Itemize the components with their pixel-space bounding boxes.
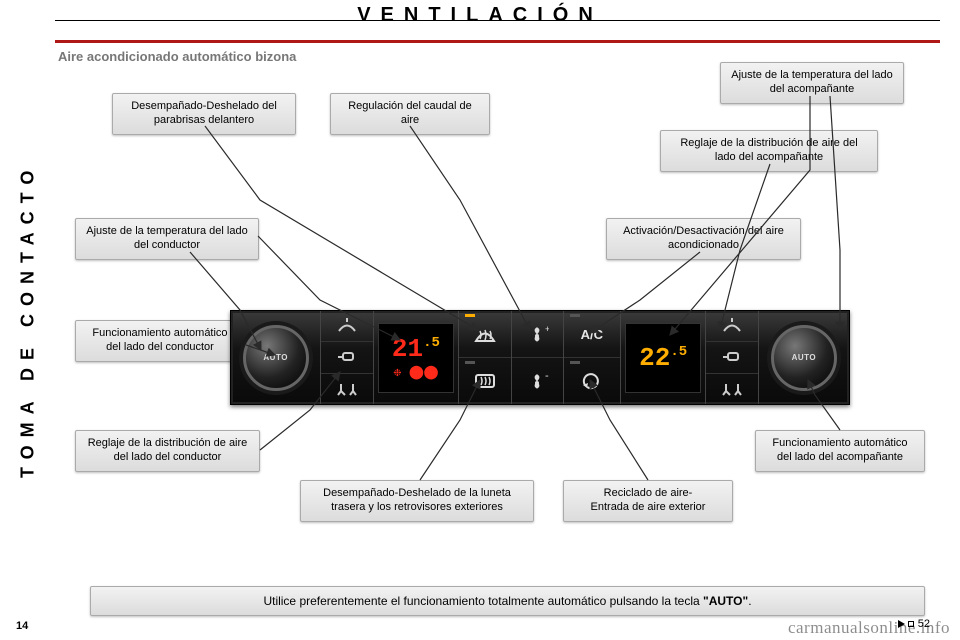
temp-pass-value: 22 <box>639 343 670 373</box>
display-driver: 21.5 ❉ ⬤⬤ <box>378 323 454 393</box>
svg-text:+: + <box>545 324 549 334</box>
label-auto-driver: Funcionamiento automático del lado del c… <box>75 320 245 362</box>
red-rule <box>55 40 940 43</box>
dist-pass-mid-btn[interactable] <box>706 341 757 372</box>
knob-driver-seg: AUTO <box>231 311 321 404</box>
footer-bold: "AUTO" <box>703 594 748 608</box>
fan-plus-icon: + <box>525 324 549 344</box>
section-side-label: TOMA DE CONTACTO <box>8 0 48 640</box>
ac-btn[interactable]: A/C <box>564 311 620 357</box>
defog-rear-icon <box>472 371 498 391</box>
auto-knob-pass-label: AUTO <box>774 328 834 388</box>
dist-pass-seg <box>706 311 758 404</box>
defog-seg <box>459 311 511 404</box>
display-pass: 22.5 <box>625 323 701 393</box>
defog-front-icon <box>472 324 498 344</box>
knob-pass-seg: AUTO <box>759 311 849 404</box>
front-defog-btn[interactable] <box>459 311 510 357</box>
page: VENTILACIÓN Aire acondicionado automátic… <box>0 0 960 640</box>
rear-defog-btn[interactable] <box>459 357 510 404</box>
label-defog-front: Desempañado-Deshelado del parabrisas del… <box>112 93 296 135</box>
dist-driver-up-btn[interactable] <box>321 311 372 341</box>
dist-pass-down-btn[interactable] <box>706 373 757 404</box>
fan-minus-btn[interactable]: - <box>512 357 563 404</box>
label-dist-pass: Reglaje de la distribución de aire del l… <box>660 130 878 172</box>
auto-knob-driver-label: AUTO <box>246 328 306 388</box>
page-title: VENTILACIÓN <box>0 4 960 27</box>
footer-note: Utilice preferentemente el funcionamient… <box>90 586 925 616</box>
climate-panel: AUTO 21.5 ❉ ⬤⬤ <box>230 310 850 405</box>
footer-text: Utilice preferentemente el funcionamient… <box>263 594 703 608</box>
driver-mode-icons: ❉ ⬤⬤ <box>394 365 439 380</box>
display-pass-seg: 22.5 <box>621 311 707 404</box>
page-number: 14 <box>16 620 28 632</box>
temp-driver-value: 21 <box>392 334 423 364</box>
led-indicator <box>465 314 475 317</box>
display-driver-seg: 21.5 ❉ ⬤⬤ <box>374 311 460 404</box>
label-airflow: Regulación del caudal de aire <box>330 93 490 135</box>
page-subtitle: Aire acondicionado automático bizona <box>58 49 296 64</box>
ac-recirc-seg: A/C <box>564 311 621 404</box>
label-ac-toggle: Activación/Desactivación del aire acondi… <box>606 218 801 260</box>
fan-minus-icon: - <box>525 371 549 391</box>
led-indicator-off <box>465 361 475 364</box>
led-indicator-off <box>570 314 580 317</box>
dist-driver-mid-btn[interactable] <box>321 341 372 372</box>
fan-seg: + - <box>512 311 564 404</box>
fan-plus-btn[interactable]: + <box>512 311 563 357</box>
label-temp-driver: Ajuste de la temperatura del lado del co… <box>75 218 259 260</box>
label-temp-pass: Ajuste de la temperatura del lado del ac… <box>720 62 904 104</box>
label-defog-rear: Desempañado-Deshelado de la luneta trase… <box>300 480 534 522</box>
svg-text:-: - <box>545 371 549 382</box>
label-dist-driver: Reglaje de la distribución de aire del l… <box>75 430 260 472</box>
watermark: carmanualsonline.info <box>788 618 950 638</box>
auto-knob-pass[interactable]: AUTO <box>771 325 837 391</box>
ac-label: A/C <box>581 327 603 342</box>
led-indicator-off <box>570 361 580 364</box>
label-recirc: Reciclado de aire- Entrada de aire exter… <box>563 480 733 522</box>
top-rule <box>55 20 940 21</box>
dist-pass-up-btn[interactable] <box>706 311 757 341</box>
recirc-btn[interactable] <box>564 357 620 404</box>
temp-pass-dec: .5 <box>670 344 687 360</box>
footer-suffix: . <box>748 594 751 608</box>
dist-driver-down-btn[interactable] <box>321 373 372 404</box>
label-auto-pass: Funcionamiento automático del lado del a… <box>755 430 925 472</box>
dist-driver-seg <box>321 311 373 404</box>
recirc-icon <box>579 371 605 391</box>
auto-knob-driver[interactable]: AUTO <box>243 325 309 391</box>
